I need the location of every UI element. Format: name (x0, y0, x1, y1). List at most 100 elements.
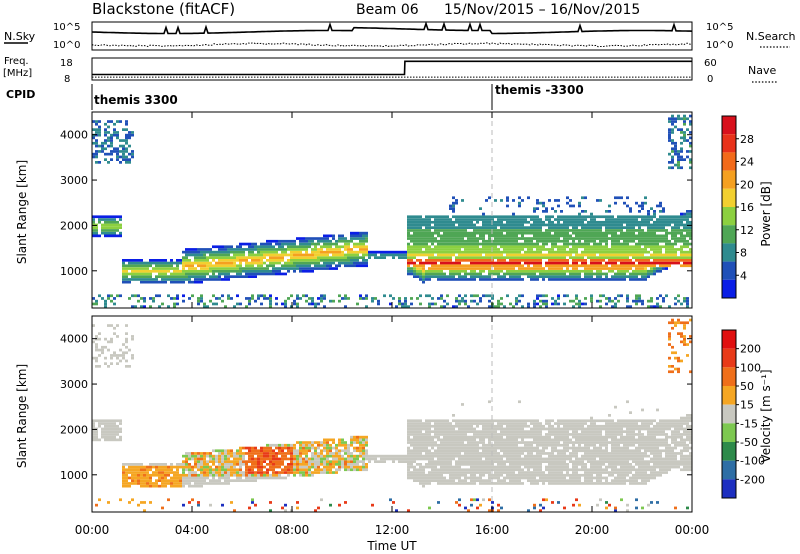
power-cell (158, 280, 161, 284)
velocity-cell (125, 351, 128, 355)
velocity-cell (266, 454, 269, 458)
power-cell (293, 302, 296, 306)
power-cell (428, 248, 431, 251)
velocity-cell (326, 443, 329, 447)
velocity-cell (353, 460, 356, 463)
power-cell (584, 261, 587, 265)
power-cell (410, 245, 413, 249)
power-cell (506, 204, 509, 208)
power-cell (134, 267, 137, 270)
velocity-cell (449, 482, 452, 485)
power-cell (509, 250, 512, 254)
power-cell (266, 250, 269, 254)
velocity-cell (293, 452, 296, 455)
power-cell (437, 245, 440, 249)
power-cell (608, 215, 611, 219)
power-cell (539, 259, 542, 262)
power-cell (272, 239, 275, 243)
power-cell (533, 259, 536, 262)
power-cell (296, 294, 299, 298)
velocity-cell (383, 454, 386, 458)
power-cell (542, 220, 545, 224)
velocity-cell (452, 433, 455, 436)
power-cell (320, 299, 323, 303)
power-cell (206, 259, 209, 262)
power-cell (440, 242, 443, 246)
power-cell (605, 250, 608, 254)
power-cell (617, 248, 620, 251)
power-cell (422, 218, 425, 221)
power-cell (452, 204, 455, 208)
power-cell (626, 261, 629, 265)
power-cell (302, 256, 305, 259)
power-cell (446, 275, 449, 278)
power-cell (119, 294, 122, 298)
velocity-cell (308, 460, 311, 463)
power-cell (536, 259, 539, 262)
velocity-cell (323, 438, 326, 442)
power-cell (470, 218, 473, 221)
power-cell (671, 139, 674, 142)
power-cell (479, 297, 482, 300)
power-cell (365, 231, 368, 235)
velocity-cell (431, 465, 434, 469)
power-cell (635, 250, 638, 254)
velocity-cell (224, 449, 227, 453)
velocity-cell (197, 482, 200, 485)
power-cell (668, 261, 671, 265)
power-cell (608, 231, 611, 235)
velocity-cell (404, 460, 407, 463)
power-cell (488, 261, 491, 265)
power-cell (296, 256, 299, 259)
velocity-cell (347, 463, 350, 466)
power-cell (332, 256, 335, 259)
power-cell (371, 250, 374, 254)
power-cell (641, 229, 644, 232)
power-cell (647, 275, 650, 278)
power-cell (458, 275, 461, 278)
power-cell (470, 275, 473, 278)
power-cell (209, 256, 212, 259)
power-cell (566, 278, 569, 281)
velocity-cell (320, 471, 323, 474)
power-cell (518, 231, 521, 235)
velocity-cell (293, 443, 296, 447)
power-cell (584, 248, 587, 251)
power-cell (422, 269, 425, 273)
power-cell (638, 259, 641, 262)
velocity-cell (140, 501, 143, 504)
power-cell (656, 220, 659, 224)
power-cell (113, 297, 116, 300)
power-cell (521, 305, 524, 308)
power-cell (593, 267, 596, 270)
power-cell (413, 269, 416, 273)
power-cell (593, 261, 596, 265)
velocity-cell (350, 452, 353, 455)
velocity-cell (305, 454, 308, 458)
power-cell (275, 259, 278, 262)
power-cell (575, 259, 578, 262)
velocity-cell (176, 471, 179, 474)
power-cell (638, 250, 641, 254)
power-cell (518, 259, 521, 262)
power-cell (200, 261, 203, 265)
power-cell (617, 234, 620, 238)
velocity-cell (407, 427, 410, 431)
velocity-cell (209, 471, 212, 474)
power-cell (569, 278, 572, 281)
power-cell (425, 248, 428, 251)
power-cell (677, 163, 680, 167)
power-cell (542, 242, 545, 246)
power-cell (314, 253, 317, 257)
velocity-cell (272, 463, 275, 466)
velocity-cell (269, 460, 272, 463)
power-cell (149, 272, 152, 276)
power-cell (95, 128, 98, 131)
power-cell (293, 242, 296, 246)
power-cell (503, 215, 506, 219)
velocity-cell (293, 463, 296, 466)
power-cell (410, 237, 413, 240)
velocity-cell (410, 443, 413, 447)
power-cell (527, 269, 530, 273)
velocity-cell (269, 463, 272, 466)
